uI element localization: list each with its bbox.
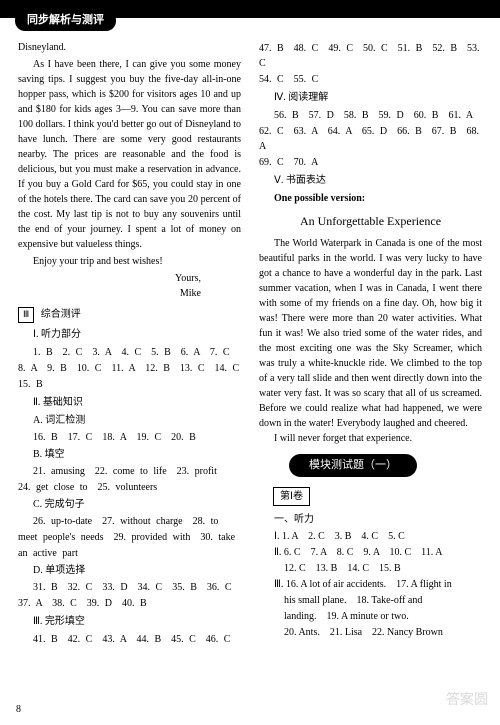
page-number: 8 xyxy=(16,702,21,717)
exam-roman-2b: 12. C 13. B 14. C 15. B xyxy=(259,561,482,576)
complete-answers-1: 26. up-to-date 27. without charge 28. to xyxy=(18,514,241,529)
letter-para-2: Enjoy your trip and best wishes! xyxy=(18,254,241,269)
exam-roman-3c: landing. 19. A minute or two. xyxy=(259,609,482,624)
exam-roman-1: Ⅰ. 1. A 2. C 3. B 4. C 5. C xyxy=(259,529,482,544)
exam-roman-3a: Ⅲ. 16. A lot of air accidents. 17. A fli… xyxy=(259,577,482,592)
disneyland-line: Disneyland. xyxy=(18,40,241,55)
exam-roman-2: Ⅱ. 6. C 7. A 8. C 9. A 10. C 11. A xyxy=(259,545,482,560)
cloze-cont-1: 47. B 48. C 49. C 50. C 51. B 52. B 53. … xyxy=(259,41,482,71)
header-badge: 同步解析与测评 xyxy=(15,10,116,31)
exam-listen-heading: 一、听力 xyxy=(259,512,482,527)
watermark: 答案圆 xyxy=(446,690,488,711)
reading-answers-3: 69. C 70. A xyxy=(259,155,482,170)
content-area: Disneyland. As I have been there, I can … xyxy=(0,18,500,648)
reading-heading: Ⅳ. 阅读理解 xyxy=(259,90,482,105)
listening-heading: Ⅰ. 听力部分 xyxy=(18,327,241,342)
vocab-answers: 16. B 17. C 18. A 19. C 20. B xyxy=(18,430,241,445)
writing-heading: Ⅴ. 书面表达 xyxy=(259,173,482,188)
module-badge: 模块测试题（一） xyxy=(289,454,417,477)
essay-para-2: I will never forget that experience. xyxy=(259,431,482,446)
listening-answers-1: 1. B 2. C 3. A 4. C 5. B 6. A 7. C xyxy=(18,345,241,360)
choice-answers-1: 31. B 32. C 33. D 34. C 35. B 36. C xyxy=(18,580,241,595)
fill-answers-2: 24. get close to 25. volunteers xyxy=(18,480,241,495)
basic-heading: Ⅱ. 基础知识 xyxy=(18,395,241,410)
listening-answers-2: 8. A 9. B 10. C 11. A 12. B 13. C 14. C xyxy=(18,361,241,376)
exam-roman-3d: 20. Ants. 21. Lisa 22. Nancy Brown xyxy=(259,625,482,640)
letter-para-1: As I have been there, I can give you som… xyxy=(18,57,241,252)
complete-answers-2: meet people's needs 29. provided with 30… xyxy=(18,530,241,545)
listening-answers-3: 15. B xyxy=(18,377,241,392)
complete-heading: C. 完成句子 xyxy=(18,497,241,512)
cloze-answers: 41. B 42. C 43. A 44. B 45. C 46. C xyxy=(18,632,241,647)
sign-yours: Yours, xyxy=(18,271,241,286)
essay-para-1: The World Waterpark in Canada is one of … xyxy=(259,236,482,431)
exam-section-box: 第Ⅰ卷 xyxy=(273,487,310,506)
right-column: 47. B 48. C 49. C 50. C 51. B 52. B 53. … xyxy=(257,40,482,648)
cloze-heading: Ⅲ. 完形填空 xyxy=(18,614,241,629)
reading-answers-2: 62. C 63. A 64. A 65. D 66. B 67. B 68. … xyxy=(259,124,482,154)
left-column: Disneyland. As I have been there, I can … xyxy=(18,40,243,648)
vocab-heading: A. 词汇检测 xyxy=(18,413,241,428)
fill-answers-1: 21. amusing 22. come to life 23. profit xyxy=(18,464,241,479)
exam-roman-3b: his small plane. 18. Take-off and xyxy=(259,593,482,608)
section-3-box: Ⅲ xyxy=(18,307,34,323)
reading-answers-1: 56. B 57. D 58. B 59. D 60. B 61. A xyxy=(259,108,482,123)
choice-heading: D. 单项选择 xyxy=(18,563,241,578)
complete-answers-3: an active part xyxy=(18,546,241,561)
essay-title: An Unforgettable Experience xyxy=(259,212,482,230)
writing-subheading: One possible version: xyxy=(259,191,482,206)
fill-heading: B. 填空 xyxy=(18,447,241,462)
cloze-cont-2: 54. C 55. C xyxy=(259,72,482,87)
choice-answers-2: 37. A 38. C 39. D 40. B xyxy=(18,596,241,611)
section-3-header: Ⅲ 综合测评 xyxy=(18,307,241,323)
sign-mike: Mike xyxy=(18,286,241,301)
section-3-title: 综合测评 xyxy=(41,309,81,320)
